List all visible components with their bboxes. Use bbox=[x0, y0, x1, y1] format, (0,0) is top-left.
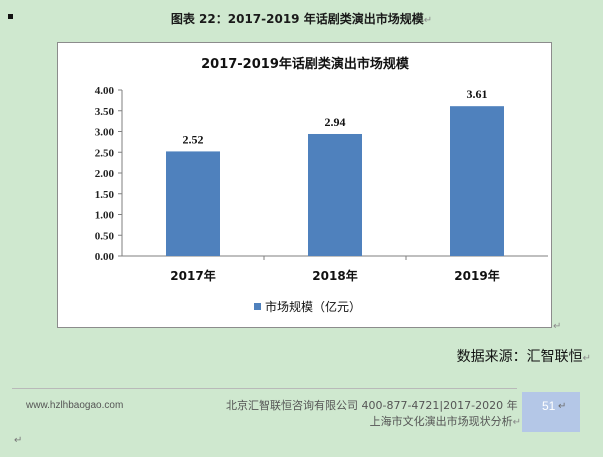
report-line-text: 上海市文化演出市场现状分析 bbox=[369, 415, 513, 428]
bar-chart: 2017-2019年话剧类演出市场规模 0.00 0.50 1.00 1.50 2.00 2… bbox=[95, 56, 548, 314]
return-mark: ↵ bbox=[423, 15, 433, 26]
y-tick-label: 2.00 bbox=[95, 168, 115, 180]
legend-swatch bbox=[254, 303, 261, 310]
bar bbox=[450, 106, 504, 256]
data-label: 2.94 bbox=[325, 115, 346, 129]
page-number: 51 bbox=[542, 399, 556, 413]
footer-website: www.hzlhbaogao.com bbox=[26, 400, 124, 411]
return-mark: ↵ bbox=[512, 417, 521, 428]
legend-label: 市场规模（亿元） bbox=[265, 299, 361, 314]
x-tick-label: 2017年 bbox=[170, 268, 215, 283]
y-tick-label: 4.00 bbox=[95, 85, 115, 97]
footer-report-line: 上海市文化演出市场现状分析↵ bbox=[370, 413, 521, 429]
return-mark: ↵ bbox=[582, 353, 591, 364]
y-tick-label: 1.50 bbox=[95, 189, 115, 201]
chart-return-mark: ↵ bbox=[553, 321, 562, 332]
data-label: 3.61 bbox=[467, 87, 488, 101]
footer-divider bbox=[12, 388, 517, 389]
y-tick-label: 2.50 bbox=[95, 147, 115, 159]
page-number-box: 51 ↵ bbox=[522, 392, 580, 432]
chart-container: 2017-2019年话剧类演出市场规模 0.00 0.50 1.00 1.50 2.00 2… bbox=[57, 42, 552, 328]
y-tick-label: 3.50 bbox=[95, 106, 115, 118]
data-label: 2.52 bbox=[183, 132, 204, 146]
source-text: 数据来源：汇智联恒 bbox=[456, 349, 583, 365]
caption-text: 图表 22：2017-2019 年话剧类演出市场规模 bbox=[170, 12, 424, 26]
list-bullet bbox=[8, 14, 13, 19]
bar bbox=[166, 151, 220, 256]
return-mark: ↵ bbox=[558, 401, 567, 412]
bottom-return-mark: ↵ bbox=[14, 435, 23, 446]
y-tick-label: 3.00 bbox=[95, 127, 115, 139]
y-tick-label: 1.00 bbox=[95, 210, 115, 222]
data-source: 数据来源：汇智联恒↵ bbox=[457, 346, 591, 366]
bar bbox=[308, 133, 362, 256]
x-tick-label: 2019年 bbox=[454, 268, 499, 283]
y-tick-label: 0.00 bbox=[95, 251, 115, 263]
x-tick-label: 2018年 bbox=[312, 268, 357, 283]
figure-caption: 图表 22：2017-2019 年话剧类演出市场规模↵ bbox=[0, 10, 603, 27]
footer-company-line: 北京汇智联恒咨询有限公司 400-877-4721|2017-2020 年 bbox=[226, 399, 518, 412]
y-tick-label: 0.50 bbox=[95, 230, 115, 242]
chart-title: 2017-2019年话剧类演出市场规模 bbox=[201, 56, 410, 72]
